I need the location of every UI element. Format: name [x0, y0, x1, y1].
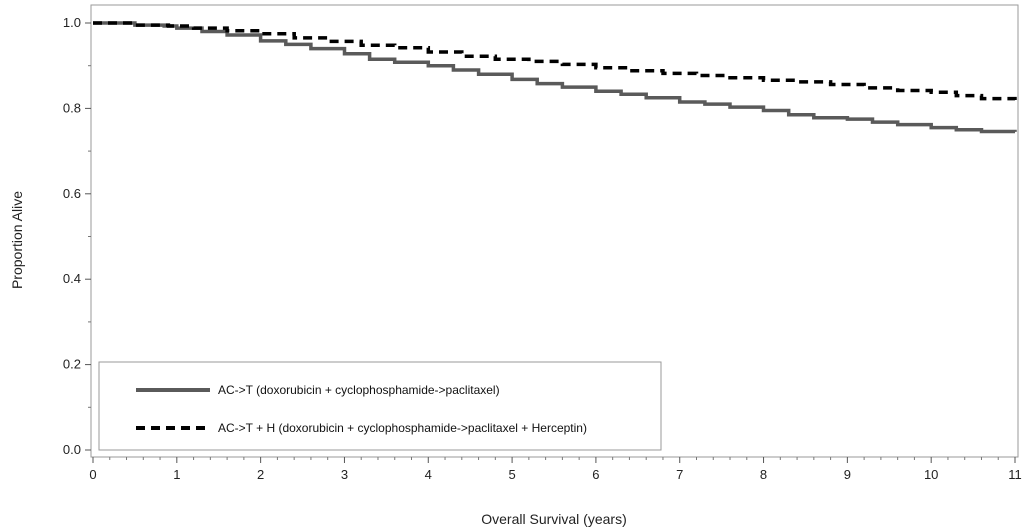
y-tick-label: 0.2 [63, 357, 81, 372]
x-tick-label: 9 [844, 467, 851, 482]
y-tick-label: 0.8 [63, 100, 81, 115]
series-line-trastuzumab [93, 21, 1017, 101]
series-line-control [93, 21, 1017, 134]
y-tick-label: 0.4 [63, 271, 81, 286]
y-axis-title: Proportion Alive [9, 191, 25, 289]
series-layer [93, 21, 1017, 134]
x-tick-label: 6 [592, 467, 599, 482]
legend-label-0: AC->T (doxorubicin + cyclophosphamide->p… [218, 383, 500, 397]
legend-box [98, 361, 662, 451]
x-tick-label: 3 [341, 467, 348, 482]
y-tick-label: 0.0 [63, 442, 81, 457]
legend-label-1: AC->T + H (doxorubicin + cyclophosphamid… [218, 421, 587, 435]
x-tick-label: 4 [425, 467, 432, 482]
y-tick-label: 1.0 [63, 15, 81, 30]
x-tick-label: 11 [1008, 467, 1022, 482]
x-tick-label: 0 [89, 467, 96, 482]
x-tick-label: 10 [924, 467, 938, 482]
x-tick-label: 1 [173, 467, 180, 482]
x-tick-label: 2 [257, 467, 264, 482]
plot-frame [90, 4, 1019, 458]
x-tick-label: 7 [676, 467, 683, 482]
legend: AC->T (doxorubicin + cyclophosphamide->p… [98, 361, 662, 451]
y-tick-label: 0.6 [63, 186, 81, 201]
y-axis: 0.0 0.2 0.4 0.6 0.8 1.0 [63, 15, 91, 457]
x-axis: 0 1 2 3 4 5 6 7 8 9 10 11 [89, 457, 1022, 482]
x-tick-label: 5 [508, 467, 515, 482]
x-axis-title: Overall Survival (years) [481, 511, 626, 527]
x-tick-label: 8 [760, 467, 767, 482]
